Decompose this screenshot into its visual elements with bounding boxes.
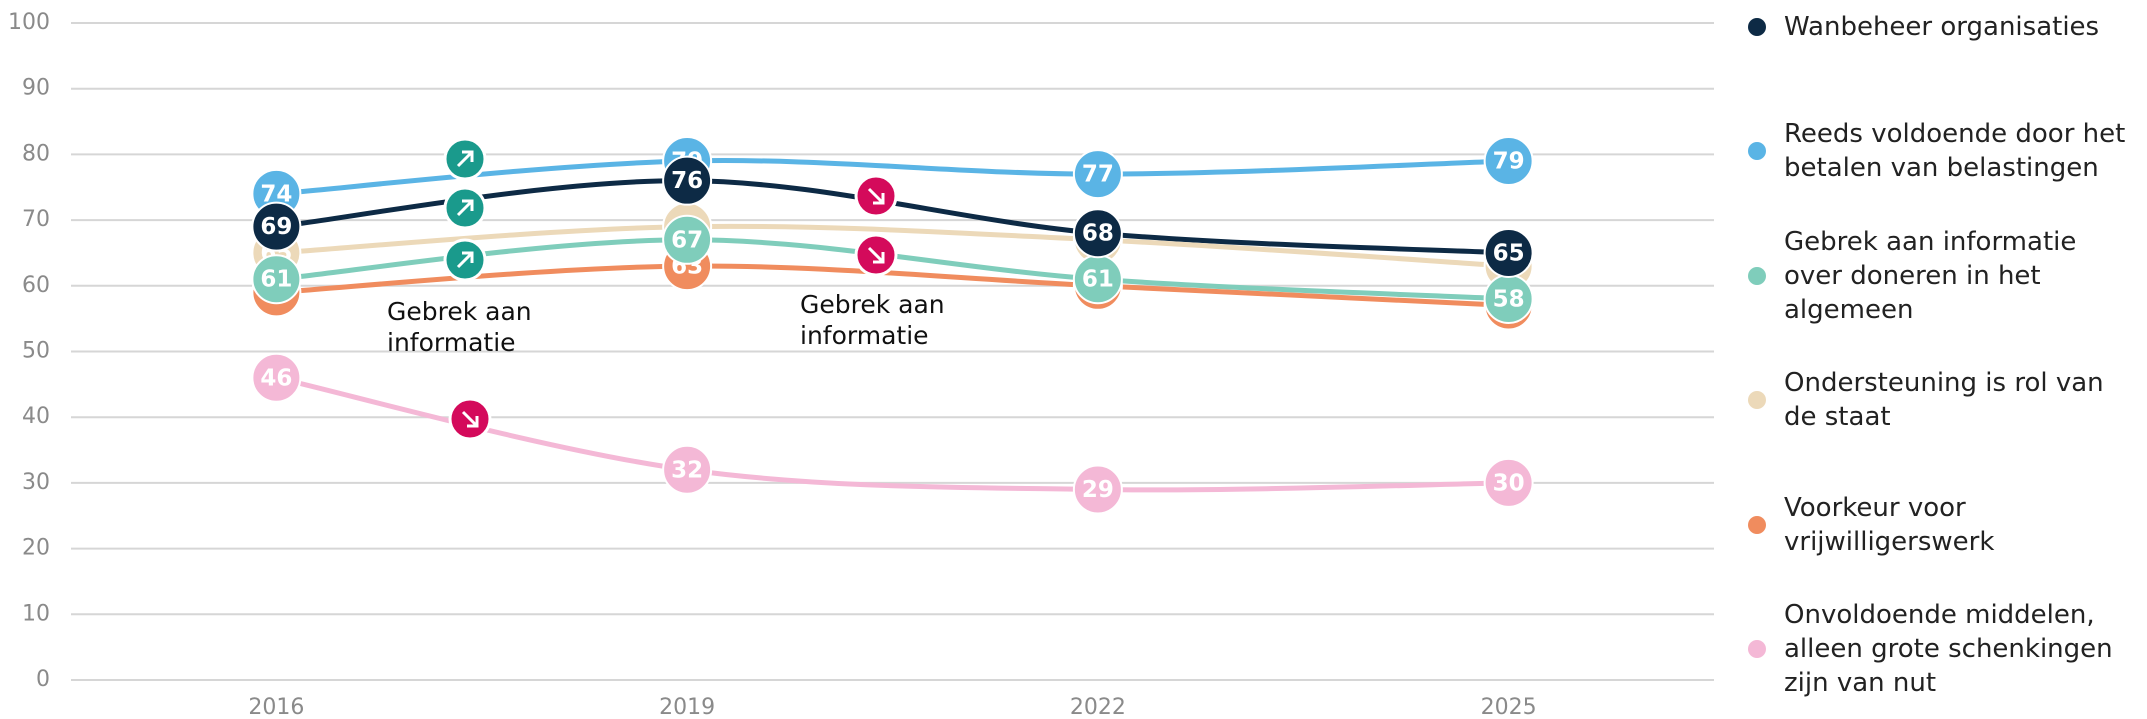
- legend-item: Ondersteuning is rol van de staat: [1748, 366, 2139, 434]
- legend-label: Reeds voldoende door het betalen van bel…: [1784, 119, 2126, 184]
- x-tick-label: 2025: [1481, 695, 1537, 719]
- x-tick-label: 2022: [1070, 695, 1126, 719]
- data-point: [662, 214, 713, 265]
- value-label: 67: [671, 227, 703, 253]
- legend-item: Onvoldoende middelen, alleen grote schen…: [1748, 598, 2139, 700]
- x-tick-label: 2019: [659, 695, 715, 719]
- y-tick-label: 100: [8, 10, 50, 35]
- value-label: 65: [1493, 240, 1525, 266]
- data-point: [662, 444, 713, 495]
- trend-icons: [443, 137, 898, 441]
- chart: 0 10 20 30 40 50 60 70 80 90 100 2016 2019 2022 2025 4…: [8, 10, 1714, 719]
- value-label: 32: [671, 457, 703, 483]
- legend-swatch: [1748, 391, 1766, 410]
- trend-up-icon: [443, 186, 487, 230]
- value-label: 61: [1082, 267, 1114, 293]
- legend-swatch: [1748, 266, 1766, 285]
- data-point: [251, 254, 302, 305]
- y-tick-label: 90: [22, 76, 50, 101]
- data-point: [251, 352, 302, 403]
- value-label: 30: [1493, 470, 1525, 496]
- trend-up-icon: [443, 137, 487, 181]
- series-line: [276, 223, 1509, 269]
- x-tick-label: 2016: [248, 695, 304, 719]
- y-tick-label: 30: [22, 470, 50, 495]
- annotation: Gebrek aan informatie: [387, 297, 532, 357]
- y-tick-label: 80: [22, 141, 50, 166]
- value-label: 76: [671, 168, 703, 194]
- legend-swatch: [1748, 640, 1766, 658]
- value-label: 46: [260, 365, 292, 391]
- y-tick-label: 70: [22, 207, 50, 232]
- trend-up-icon: [443, 238, 487, 282]
- y-tick-label: 0: [36, 667, 50, 692]
- y-tick-label: 60: [22, 273, 50, 298]
- value-label: 69: [260, 214, 292, 240]
- legend-label: Gebrek aan informatie over doneren in he…: [1784, 226, 2077, 325]
- trend-down-icon: [854, 233, 898, 277]
- data-point: [1483, 135, 1534, 186]
- legend-item: Wanbeheer organisaties: [1748, 10, 2139, 44]
- data-point: [662, 155, 713, 206]
- legend-swatch: [1748, 515, 1766, 534]
- y-tick-label: 10: [22, 601, 50, 626]
- legend-item: Voorkeur voor vrijwilligerswerk: [1748, 491, 2139, 559]
- data-point: [1072, 149, 1123, 200]
- data-point: [1483, 457, 1534, 508]
- value-label: 29: [1082, 477, 1114, 503]
- y-tick-label: 40: [22, 404, 50, 429]
- data-point: [1072, 208, 1123, 259]
- data-point: [251, 201, 302, 252]
- y-tick-label: 20: [22, 536, 50, 561]
- legend-label: Voorkeur voor vrijwilligerswerk: [1784, 492, 1995, 557]
- legend-label: Ondersteuning is rol van de staat: [1784, 368, 2104, 433]
- value-label: 58: [1493, 286, 1525, 312]
- value-label: 77: [1082, 162, 1114, 188]
- legend-label: Onvoldoende middelen, alleen grote schen…: [1784, 600, 2113, 698]
- trend-down-icon: [854, 174, 898, 218]
- annotation: Gebrek aan informatie: [800, 290, 945, 350]
- legend-item: Gebrek aan informatie over doneren in he…: [1748, 225, 2139, 327]
- legend-swatch: [1748, 18, 1766, 36]
- value-label: 61: [260, 267, 292, 293]
- value-label: 79: [1493, 148, 1525, 174]
- legend-swatch: [1748, 142, 1766, 161]
- data-point: [1072, 464, 1123, 515]
- trend-down-icon: [448, 397, 492, 441]
- legend-item: Reeds voldoende door het betalen van bel…: [1748, 117, 2139, 185]
- points: 4632293059636057656967636167615874797779…: [251, 135, 1534, 515]
- data-point: [1483, 227, 1534, 278]
- y-tick-label: 50: [22, 339, 50, 364]
- value-label: 68: [1082, 221, 1114, 247]
- legend-label: Wanbeheer organisaties: [1784, 12, 2100, 42]
